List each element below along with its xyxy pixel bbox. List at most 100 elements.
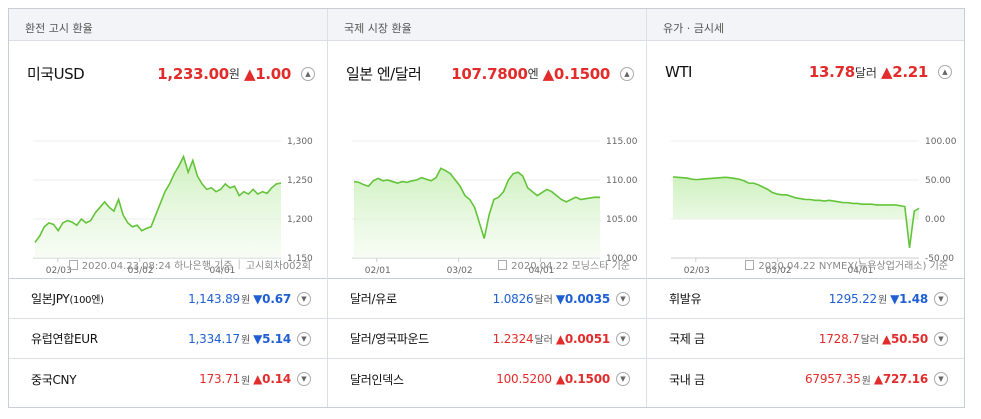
- separator: |: [237, 259, 241, 270]
- chevron-down-icon[interactable]: ▼: [934, 331, 948, 346]
- list-item[interactable]: 달러/영국파운드 1.2324 달러 ▲0.0051 ▼: [328, 319, 646, 359]
- row-unit: 원: [861, 375, 871, 387]
- y-tick-label: 0.00: [925, 215, 945, 225]
- chart-area: [354, 168, 600, 258]
- row-unit: 달러: [534, 335, 553, 346]
- row-name: 달러인덱스: [350, 372, 404, 387]
- list-item[interactable]: 달러/유로 1.0826 달러 ▼0.0035 ▼: [328, 279, 646, 319]
- row-name: 국내 금: [669, 372, 705, 387]
- chart-line: [34, 154, 282, 243]
- chevron-down-icon[interactable]: ▼: [616, 291, 630, 306]
- list-item[interactable]: 국내 금 67957.35 원 ▲727.16 ▼: [647, 359, 964, 399]
- main-quote: 일본 엔/달러 107.7800 엔 ▲0.1500 ▲ 115.00 110.0…: [328, 41, 646, 279]
- y-tick-label: 105.00: [606, 215, 638, 225]
- chevron-down-icon[interactable]: ▼: [616, 331, 630, 346]
- collapse-toggle-icon[interactable]: ▲: [301, 66, 315, 81]
- row-name: 국제 금: [669, 332, 705, 346]
- x-tick-label: 04/01: [847, 266, 873, 276]
- chevron-down-icon[interactable]: ▼: [297, 372, 311, 386]
- quote-name[interactable]: 미국USD: [27, 65, 85, 83]
- chevron-down-icon[interactable]: ▼: [297, 291, 311, 306]
- footer-source: 2020.04.22 NYMEX(뉴욕상업거래소) 기준: [745, 257, 948, 272]
- row-name: 휘발유: [669, 292, 702, 306]
- line-chart: 115.00 110.00 105.00 100.00 02/01 03/02 04/01: [352, 137, 638, 276]
- main-quote: 미국USD 1,233.00 원 ▲1.00 ▲ 1,300 1,250 1,200…: [9, 41, 327, 279]
- quote-unit: 달러: [854, 65, 877, 80]
- y-tick-label: 50.00: [925, 176, 951, 186]
- quote-value: 13.78: [808, 63, 855, 81]
- chevron-down-icon[interactable]: ▼: [934, 291, 948, 306]
- line-chart: 1,300 1,250 1,200 1,150 02/03 03/02 04/01: [33, 137, 313, 276]
- document-icon: [745, 259, 755, 270]
- chart-area: [35, 156, 281, 258]
- y-tick-label: 110.00: [606, 176, 638, 186]
- collapse-toggle-icon[interactable]: ▲: [938, 65, 952, 79]
- row-value: 67957.35: [804, 372, 861, 386]
- quote-value: 107.7800: [451, 64, 528, 83]
- y-tick-label: 100.00: [606, 254, 638, 264]
- row-name: 일본JPY(100엔): [31, 292, 104, 306]
- footer-text: 2020.04.22 NYMEX(뉴욕상업거래소) 기준: [758, 261, 948, 272]
- row-value: 1295.22: [828, 291, 877, 306]
- footer-text: 2020.04.22 모닝스타 기준: [511, 261, 630, 272]
- column-header[interactable]: 국제 시장 환율: [328, 9, 646, 41]
- row-change: ▼0.0035: [555, 291, 610, 306]
- row-value: 173.71: [199, 372, 240, 386]
- column-oil-gold: 유가 · 금시세 WTI 13.78 달러 ▲2.21 ▲ 100.00 50.0…: [647, 9, 964, 407]
- column-header[interactable]: 유가 · 금시세: [647, 9, 964, 41]
- chevron-down-icon[interactable]: ▼: [297, 331, 311, 346]
- footer-round: 고시회차002회: [245, 261, 311, 272]
- row-change: ▼0.67: [253, 291, 291, 306]
- row-change: ▼1.48: [890, 291, 928, 306]
- row-unit: 달러: [860, 335, 879, 346]
- row-unit: 원: [240, 375, 251, 387]
- chevron-down-icon[interactable]: ▼: [934, 372, 948, 386]
- collapse-toggle-icon[interactable]: ▲: [620, 66, 634, 81]
- list-item[interactable]: 국제 금 1728.7 달러 ▲50.50 ▼: [647, 319, 964, 359]
- row-name: 달러/유로: [350, 292, 397, 306]
- row-change: ▲0.14: [253, 372, 291, 386]
- row-change: ▲0.1500: [555, 372, 610, 386]
- footer-source: 2020.04.23 08:24 하나은행 기준 | 고시회차002회: [68, 257, 311, 272]
- quote-name[interactable]: WTI: [665, 63, 692, 81]
- quote-value: 1,233.00: [157, 64, 229, 83]
- row-value: 1,143.89: [188, 291, 240, 306]
- list-item[interactable]: 유럽연합EUR 1,334.17 원 ▼5.14 ▼: [9, 319, 327, 359]
- x-tick-label: 03/02: [128, 266, 154, 276]
- row-unit: 원: [877, 295, 888, 306]
- list-item[interactable]: 휘발유 1295.22 원 ▼1.48 ▼: [647, 279, 964, 319]
- x-tick-label: 02/03: [684, 266, 710, 276]
- row-unit: 달러: [534, 295, 553, 306]
- y-tick-label: 100.00: [925, 137, 957, 147]
- x-tick-label: 03/02: [766, 266, 792, 276]
- quote-name[interactable]: 일본 엔/달러: [346, 65, 422, 83]
- y-tick-label: 1,250: [287, 176, 313, 186]
- y-tick-label: 1,200: [287, 215, 313, 225]
- column-intl-market: 국제 시장 환율 일본 엔/달러 107.7800 엔 ▲0.1500 ▲ 11…: [328, 9, 647, 407]
- row-change: ▲0.0051: [555, 331, 610, 346]
- exchange-widget: 환전 고시 환율 미국USD 1,233.00 원 ▲1.00 ▲ 1,300 1…: [8, 8, 965, 408]
- chart-line: [672, 176, 920, 248]
- y-tick-label: 115.00: [606, 137, 638, 147]
- list-item[interactable]: 일본JPY(100엔) 1,143.89 원 ▼0.67 ▼: [9, 279, 327, 319]
- column-exchange: 환전 고시 환율 미국USD 1,233.00 원 ▲1.00 ▲ 1,300 1…: [9, 9, 328, 407]
- x-tick-label: 04/01: [209, 266, 235, 276]
- list-item[interactable]: 달러인덱스 100.5200 ▲0.1500 ▼: [328, 359, 646, 399]
- y-tick-label: -50.00: [925, 254, 954, 264]
- quote-change: ▲2.21: [880, 63, 928, 81]
- quote-unit: 원: [228, 67, 240, 81]
- row-value: 1.2324: [492, 331, 534, 346]
- y-tick-label: 1,300: [287, 137, 313, 147]
- main-quote: WTI 13.78 달러 ▲2.21 ▲ 100.00 50.00 0.00 -50.…: [647, 41, 964, 279]
- row-value: 1.0826: [492, 291, 534, 306]
- row-name: 달러/영국파운드: [350, 332, 429, 346]
- row-change: ▲50.50: [882, 331, 928, 346]
- chart-area: [673, 176, 919, 248]
- quote-change: ▲1.00: [243, 64, 291, 83]
- column-header[interactable]: 환전 고시 환율: [9, 9, 327, 41]
- document-icon: [498, 259, 508, 270]
- row-name: 유럽연합EUR: [31, 332, 98, 346]
- chevron-down-icon[interactable]: ▼: [616, 372, 630, 386]
- list-item[interactable]: 중국CNY 173.71 원 ▲0.14 ▼: [9, 359, 327, 399]
- footer-source: 2020.04.22 모닝스타 기준: [498, 257, 630, 272]
